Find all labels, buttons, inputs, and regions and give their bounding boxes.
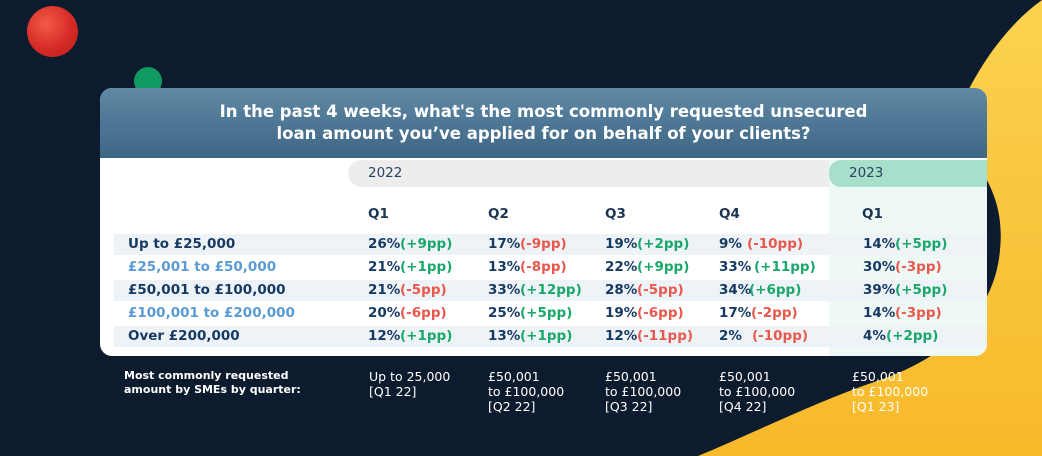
- survey-results-card: In the past 4 weeks, what's the most com…: [100, 88, 987, 356]
- cell-change: (+9pp): [400, 236, 453, 252]
- footer-label-line-1: Most commonly requested: [124, 369, 289, 382]
- cell-value: 34%: [719, 282, 752, 298]
- cell-change: (-5pp): [400, 282, 447, 298]
- cell-change: (+12pp): [520, 282, 582, 298]
- table-row: £25,001 to £50,000 21% (+1pp) 13% (-8pp) 22%(…: [114, 257, 987, 278]
- cell-value: 14%: [863, 305, 896, 321]
- cell-value: 4%: [863, 328, 886, 344]
- cell-change: (-10pp): [747, 236, 804, 252]
- cell-value: 28%: [605, 282, 638, 298]
- footer-label: Most commonly requested amount by SMEs b…: [124, 369, 301, 397]
- cell-value: 20%: [368, 305, 401, 321]
- table-row: £50,001 to £100,000 21% (-5pp) 33% (+12pp) 28…: [114, 280, 987, 301]
- quarter-header-q3-2022: Q3: [605, 206, 626, 222]
- quarter-header-q1-2022: Q1: [368, 206, 389, 222]
- quarter-header-q1-2023: Q1: [862, 206, 883, 222]
- footer-cell-q2-2022: £50,001 to £100,000 [Q2 22]: [488, 369, 565, 414]
- row-label: Up to £25,000: [128, 236, 236, 252]
- cell-change: (-8pp): [520, 259, 567, 275]
- cell-change: (-10pp): [752, 328, 809, 344]
- cell-change: (-2pp): [751, 305, 798, 321]
- quarter-header-q2-2022: Q2: [488, 206, 509, 222]
- cell-value: 30%: [863, 259, 896, 275]
- table-row: Over £200,000 12% (+1pp) 13% (+1pp) 12% (-11pp…: [114, 326, 987, 347]
- column-2023-highlight: [829, 160, 987, 356]
- year-label-2022: 2022: [348, 160, 908, 187]
- cell-value: 17%: [719, 305, 752, 321]
- cell-value: 17%: [488, 236, 521, 252]
- cell-change: (-6pp): [400, 305, 447, 321]
- cell-change: (+2pp): [637, 236, 690, 252]
- cell-change: (-9pp): [520, 236, 567, 252]
- cell-value: 2%: [719, 328, 742, 344]
- quarter-header-q4-2022: Q4: [719, 206, 740, 222]
- cell-change: (-5pp): [637, 282, 684, 298]
- cell-change: (-3pp): [895, 259, 942, 275]
- decorative-red-circle: [27, 6, 78, 57]
- cell-value: 13%: [488, 259, 521, 275]
- row-label: £25,001 to £50,000: [128, 259, 277, 275]
- table-row: Up to £25,000 26% (+9pp) 17% (-9pp) 19% (+2pp)…: [114, 234, 987, 255]
- cell-change: (-11pp): [637, 328, 694, 344]
- footer-cell-q1-2023: £50,001 to £100,000 [Q1 23]: [852, 369, 929, 414]
- cell-change: (-3pp): [895, 305, 942, 321]
- cell-change: (+6pp): [749, 282, 802, 298]
- cell-value: 19%: [605, 305, 638, 321]
- cell-change: (+11pp): [754, 259, 816, 275]
- title-line-2: loan amount you’ve applied for on behalf…: [276, 124, 811, 143]
- title-line-1: In the past 4 weeks, what's the most com…: [219, 102, 868, 121]
- cell-change: (+1pp): [400, 328, 453, 344]
- footer-cell-q3-2022: £50,001 to £100,000 [Q3 22]: [605, 369, 682, 414]
- table-row: £100,001 to £200,000 20% (-6pp) 25% (+5pp) 19…: [114, 303, 987, 324]
- cell-value: 33%: [488, 282, 521, 298]
- cell-value: 19%: [605, 236, 638, 252]
- cell-value: 22%: [605, 259, 638, 275]
- cell-value: 9%: [719, 236, 742, 252]
- footer-cell-q1-2022: Up to 25,000 [Q1 22]: [369, 369, 451, 399]
- row-label: £50,001 to £100,000: [128, 282, 286, 298]
- cell-change: (+5pp): [895, 236, 948, 252]
- cell-change: (+5pp): [520, 305, 573, 321]
- cell-change: (+1pp): [520, 328, 573, 344]
- cell-value: 21%: [368, 259, 401, 275]
- cell-value: 13%: [488, 328, 521, 344]
- cell-change: (+9pp): [637, 259, 690, 275]
- cell-value: 26%: [368, 236, 401, 252]
- cell-value: 33%: [719, 259, 752, 275]
- cell-value: 14%: [863, 236, 896, 252]
- cell-change: (+1pp): [400, 259, 453, 275]
- cell-value: 21%: [368, 282, 401, 298]
- cell-value: 12%: [368, 328, 401, 344]
- card-header: In the past 4 weeks, what's the most com…: [100, 88, 987, 158]
- row-label: Over £200,000: [128, 328, 240, 344]
- cell-change: (-6pp): [637, 305, 684, 321]
- footer-label-line-2: amount by SMEs by quarter:: [124, 383, 301, 396]
- cell-value: 12%: [605, 328, 638, 344]
- cell-change: (+5pp): [895, 282, 948, 298]
- footer-cell-q4-2022: £50,001 to £100,000 [Q4 22]: [719, 369, 796, 414]
- year-label-2023: 2023: [829, 160, 987, 187]
- cell-value: 25%: [488, 305, 521, 321]
- cell-change: (+2pp): [886, 328, 939, 344]
- row-label: £100,001 to £200,000: [128, 305, 295, 321]
- cell-value: 39%: [863, 282, 896, 298]
